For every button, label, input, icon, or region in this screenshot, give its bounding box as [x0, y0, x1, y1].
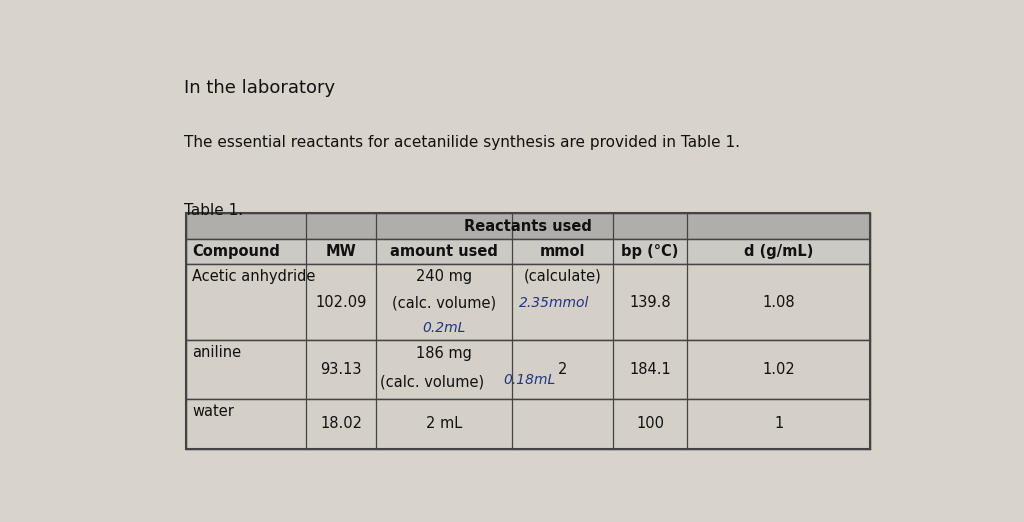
- Text: 93.13: 93.13: [321, 362, 361, 377]
- Text: 2: 2: [557, 362, 567, 377]
- Text: Table 1.: Table 1.: [183, 203, 243, 218]
- Text: 186 mg: 186 mg: [416, 347, 472, 361]
- Text: (calc. volume): (calc. volume): [392, 295, 496, 310]
- Text: (calculate): (calculate): [523, 269, 601, 284]
- Text: 102.09: 102.09: [315, 295, 367, 310]
- Text: 0.2mL: 0.2mL: [422, 321, 466, 335]
- Text: water: water: [193, 404, 234, 419]
- Bar: [186, 239, 870, 264]
- Text: amount used: amount used: [390, 244, 498, 259]
- Text: Compound: Compound: [193, 244, 281, 259]
- Text: 100: 100: [636, 417, 665, 431]
- Text: 1.02: 1.02: [762, 362, 795, 377]
- Text: 1: 1: [774, 417, 783, 431]
- Text: MW: MW: [326, 244, 356, 259]
- Text: 0.18mL: 0.18mL: [504, 373, 556, 387]
- Text: mmol: mmol: [540, 244, 585, 259]
- Text: Acetic anhydride: Acetic anhydride: [193, 269, 315, 284]
- Text: aniline: aniline: [193, 345, 242, 360]
- Text: 139.8: 139.8: [630, 295, 671, 310]
- Text: bp (°C): bp (°C): [622, 244, 679, 259]
- Text: The essential reactants for acetanilide synthesis are provided in Table 1.: The essential reactants for acetanilide …: [183, 135, 739, 150]
- Text: 18.02: 18.02: [321, 417, 362, 431]
- Text: 184.1: 184.1: [629, 362, 671, 377]
- Text: 2.35mmol: 2.35mmol: [519, 296, 590, 310]
- Bar: [186, 213, 870, 239]
- Text: 240 mg: 240 mg: [416, 269, 472, 284]
- Text: (calc. volume): (calc. volume): [380, 374, 484, 389]
- Text: 1.08: 1.08: [763, 295, 795, 310]
- Text: In the laboratory: In the laboratory: [183, 79, 335, 97]
- Text: 2 mL: 2 mL: [426, 417, 462, 431]
- Text: Reactants used: Reactants used: [464, 219, 592, 233]
- Text: d (g/mL): d (g/mL): [744, 244, 813, 259]
